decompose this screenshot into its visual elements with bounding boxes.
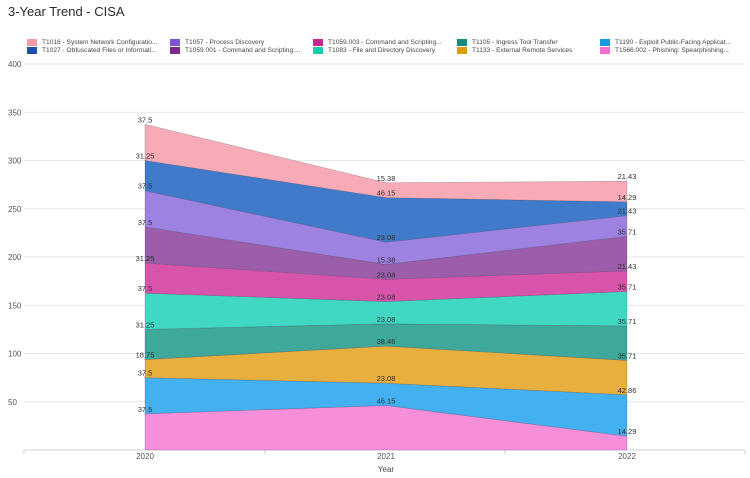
x-tick-label-2020: 2020 <box>136 452 154 461</box>
y-tick-label: 200 <box>8 253 22 262</box>
legend-label: T1027 - Obfuscated Files or Informati... <box>42 46 157 54</box>
data-label-t1059-003-2021: 23.08 <box>377 270 396 279</box>
data-label-t1016-2020: 37.5 <box>138 115 153 124</box>
y-tick-label: 400 <box>8 60 22 69</box>
y-tick-label: 50 <box>8 398 17 407</box>
legend-swatch <box>170 46 180 54</box>
chart-title: 3-Year Trend - CISA <box>8 4 125 19</box>
legend-item-t1027[interactable]: T1027 - Obfuscated Files or Informati... <box>27 46 157 54</box>
data-label-t1016-2021: 15.38 <box>377 174 396 183</box>
area-t1016[interactable] <box>144 123 628 203</box>
data-label-t1016-2022: 21.43 <box>618 172 637 181</box>
data-label-t1027-2022: 14.29 <box>618 193 637 202</box>
data-label-t1190-2022: 42.86 <box>618 386 637 395</box>
legend-swatch <box>170 38 180 46</box>
y-tick-label: 350 <box>8 108 22 117</box>
legend-label: T1057 - Process Discovery <box>185 38 265 46</box>
legend-item-t1190[interactable]: T1190 - Exploit Public-Facing Applicat..… <box>600 38 731 46</box>
legend-item-t1105[interactable]: T1105 - Ingress Tool Transfer <box>457 38 558 46</box>
legend-item-t1083[interactable]: T1083 - File and Directory Discovery <box>313 46 435 54</box>
x-tick-label-2021: 2021 <box>377 452 395 461</box>
y-tick-label: 150 <box>8 301 22 310</box>
data-label-t1059-001-2022: 35.71 <box>618 227 637 236</box>
legend: T1016 - System Network Configuratio... T1… <box>27 38 747 58</box>
legend-swatch <box>27 38 37 46</box>
data-label-t1105-2020: 31.25 <box>136 320 155 329</box>
y-tick-label: 300 <box>8 157 22 166</box>
legend-label: T1133 - External Remote Services <box>472 46 573 54</box>
data-label-t1059-003-2020: 31.25 <box>136 254 155 263</box>
x-axis-title: Year <box>378 465 395 474</box>
legend-item-t1133[interactable]: T1133 - External Remote Services <box>457 46 572 54</box>
data-label-t1190-2020: 37.5 <box>138 369 153 378</box>
legend-label: T1105 - Ingress Tool Transfer <box>472 38 558 46</box>
data-label-t1083-2022: 35.71 <box>618 282 637 291</box>
legend-swatch <box>457 38 467 46</box>
data-label-t1027-2020: 31.25 <box>136 152 155 161</box>
data-label-t1566-002-2022: 14.29 <box>618 427 637 436</box>
data-label-t1027-2021: 46.15 <box>377 189 396 198</box>
data-label-t1083-2020: 37.5 <box>138 284 153 293</box>
data-label-t1057-2021: 23.08 <box>377 233 396 242</box>
data-label-t1105-2021: 23.08 <box>377 315 396 324</box>
data-label-t1059-001-2020: 37.5 <box>138 218 153 227</box>
legend-swatch <box>27 46 37 54</box>
area-t1059-001[interactable] <box>144 226 628 280</box>
data-label-t1083-2021: 23.08 <box>377 293 396 302</box>
legend-label: T1083 - File and Directory Discovery <box>328 46 436 54</box>
area-t1105[interactable] <box>144 323 628 361</box>
legend-label: T1190 - Exploit Public-Facing Applicat..… <box>615 38 732 46</box>
data-label-t1133-2021: 38.46 <box>377 337 396 346</box>
legend-item-t1057[interactable]: T1057 - Process Discovery <box>170 38 264 46</box>
legend-item-t1059-001[interactable]: T1059.001 - Command and Scripting ... <box>170 46 300 54</box>
area-t1057[interactable] <box>144 190 628 265</box>
data-label-t1105-2022: 35.71 <box>618 317 637 326</box>
x-tick-label-2022: 2022 <box>618 452 636 461</box>
data-label-t1190-2021: 23.08 <box>377 374 396 383</box>
data-label-t1059-001-2021: 15.38 <box>377 255 396 264</box>
legend-item-t1566-002[interactable]: T1566.002 - Phishing: Spearphishing... <box>600 46 729 54</box>
legend-label: T1059.001 - Command and Scripting ... <box>185 46 301 54</box>
area-t1083[interactable] <box>144 291 628 330</box>
data-label-t1059-003-2022: 21.43 <box>618 262 637 271</box>
data-label-t1566-002-2021: 46.15 <box>377 396 396 405</box>
legend-swatch <box>600 46 610 54</box>
data-label-t1057-2022: 21.43 <box>618 207 637 216</box>
legend-swatch <box>457 46 467 54</box>
y-tick-label: 100 <box>8 350 22 359</box>
data-label-t1566-002-2020: 37.5 <box>138 405 153 414</box>
legend-label: T1016 - System Network Configuratio... <box>42 38 158 46</box>
area-t1027[interactable] <box>144 160 628 243</box>
legend-swatch <box>313 46 323 54</box>
y-tick-label: 250 <box>8 205 22 214</box>
data-label-t1133-2022: 35.71 <box>618 351 637 360</box>
data-label-t1057-2020: 37.5 <box>138 182 153 191</box>
legend-label: T1059.003 - Command and Scripting... <box>328 38 442 46</box>
data-label-t1133-2020: 18.75 <box>136 351 155 360</box>
area-t1059-003[interactable] <box>144 262 628 302</box>
legend-label: T1566.002 - Phishing: Spearphishing... <box>615 46 729 54</box>
legend-item-t1059-003[interactable]: T1059.003 - Command and Scripting... <box>313 38 442 46</box>
legend-swatch <box>313 38 323 46</box>
legend-item-t1016[interactable]: T1016 - System Network Configuratio... <box>27 38 157 46</box>
legend-swatch <box>600 38 610 46</box>
